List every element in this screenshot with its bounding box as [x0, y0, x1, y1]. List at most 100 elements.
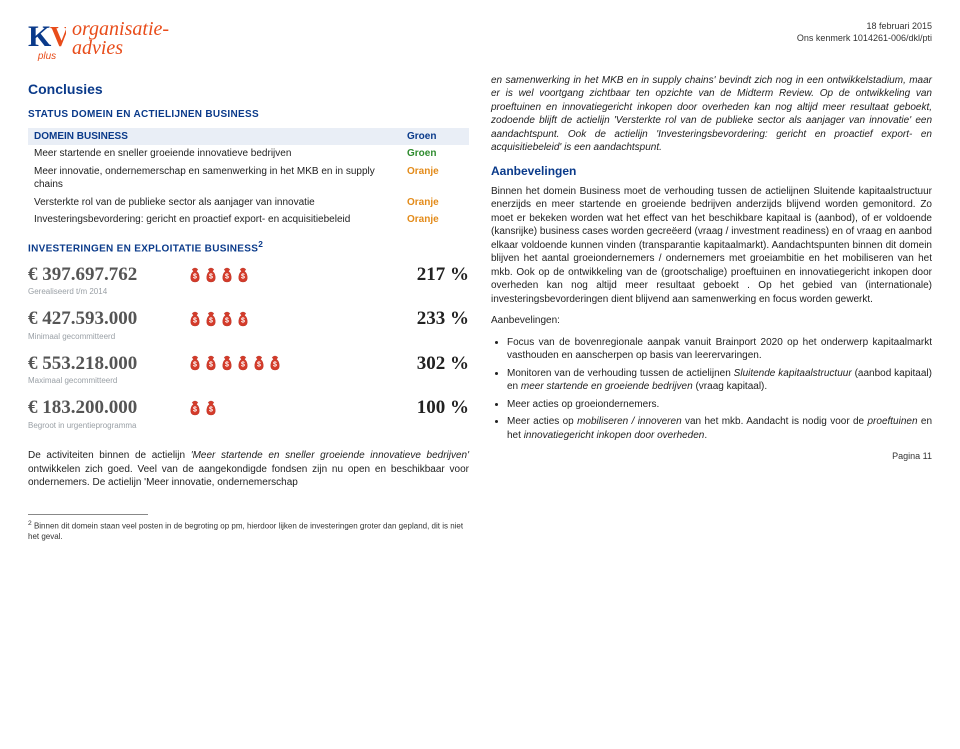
invest-row: € 183.200.000$$100 %	[28, 395, 469, 421]
invest-pct: 302 %	[409, 351, 469, 377]
conclusies-heading: Conclusies	[28, 80, 469, 99]
status-row-label: Investeringsbevordering: gericht en proa…	[28, 211, 401, 229]
money-bag-icon: $	[236, 354, 250, 372]
invest-pct: 100 %	[409, 395, 469, 421]
svg-text:K: K	[28, 20, 52, 53]
header-meta: 18 februari 2015 Ons kenmerk 1014261-006…	[797, 20, 932, 44]
invest-bags: $ $ $ $	[188, 310, 399, 328]
status-row-label: Meer innovatie, ondernemerschap en samen…	[28, 163, 401, 194]
money-bag-icon: $	[204, 399, 218, 417]
svg-text:$: $	[241, 273, 245, 280]
invest-row: € 397.697.762 $ $ $ $217 %	[28, 262, 469, 288]
svg-text:$: $	[193, 317, 197, 324]
status-row-value: Groen	[401, 145, 469, 163]
svg-text:$: $	[241, 362, 245, 369]
money-bag-icon: $	[188, 266, 202, 284]
invest-amount: € 397.697.762	[28, 262, 178, 288]
invest-caption-sup: 2	[258, 239, 263, 249]
invest-row: € 553.218.000 $ $ $ $ $ $302 %	[28, 351, 469, 377]
svg-text:$: $	[209, 317, 213, 324]
invest-amount: € 183.200.000	[28, 395, 178, 421]
invest-row: € 427.593.000 $ $ $ $233 %	[28, 306, 469, 332]
logo-plus-label: plus	[38, 50, 56, 64]
status-row: Investeringsbevordering: gericht en proa…	[28, 211, 469, 229]
logo-mark: K V plus	[28, 20, 66, 64]
money-bag-icon: $	[204, 354, 218, 372]
aanbevelingen-heading: Aanbevelingen	[491, 163, 932, 179]
logo-k-icon: K V	[28, 20, 66, 54]
left-body-para: De activiteiten binnen de actielijn 'Mee…	[28, 449, 469, 490]
invest-bags: $ $ $ $ $ $	[188, 354, 399, 372]
status-row: Meer startende en sneller groeiende inno…	[28, 145, 469, 163]
status-row-label: Versterkte rol van de publieke sector al…	[28, 194, 401, 212]
invest-pct: 233 %	[409, 306, 469, 332]
footnote-sup: 2	[28, 520, 32, 527]
invest-sublabel: Maximaal gecommitteerd	[28, 376, 469, 387]
header-bar: K V plus organisatie- advies 18 februari…	[28, 20, 932, 64]
money-bag-icon: $	[252, 354, 266, 372]
footnote-separator	[28, 514, 148, 515]
status-head-value: Groen	[401, 128, 469, 146]
header-date: 18 februari 2015	[797, 20, 932, 32]
money-bag-icon: $	[188, 399, 202, 417]
two-column-layout: Conclusies STATUS DOMEIN EN ACTIELIJNEN …	[28, 74, 932, 548]
status-table-head: DOMEIN BUSINESS Groen	[28, 128, 469, 146]
right-column: en samenwerking in het MKB en in supply …	[491, 74, 932, 548]
money-bag-icon: $	[188, 310, 202, 328]
status-row-value: Oranje	[401, 163, 469, 194]
money-bag-icon: $	[204, 310, 218, 328]
status-row-label: Meer startende en sneller groeiende inno…	[28, 145, 401, 163]
footnote: 2 Binnen dit domein staan veel posten in…	[28, 519, 469, 543]
invest-pct: 217 %	[409, 262, 469, 288]
svg-text:V: V	[50, 22, 66, 53]
logo-wordmark: organisatie- advies	[72, 20, 169, 58]
invest-block: € 397.697.762$$$$217 %Gerealiseerd t/m 2…	[28, 262, 469, 432]
svg-text:$: $	[225, 362, 229, 369]
footnote-text: Binnen dit domein staan veel posten in d…	[28, 522, 463, 542]
logo-word-2: advies	[72, 39, 169, 58]
invest-amount: € 553.218.000	[28, 351, 178, 377]
money-bag-icon: $	[268, 354, 282, 372]
header-kenmerk: Ons kenmerk 1014261-006/dkl/pti	[797, 32, 932, 44]
money-bag-icon: $	[188, 354, 202, 372]
invest-caption-text: INVESTERINGEN EN EXPLOITATIE BUSINESS	[28, 243, 258, 254]
invest-caption: INVESTERINGEN EN EXPLOITATIE BUSINESS2	[28, 239, 469, 256]
money-bag-icon: $	[220, 266, 234, 284]
svg-text:$: $	[209, 362, 213, 369]
logo: K V plus organisatie- advies	[28, 20, 169, 64]
status-row-value: Oranje	[401, 211, 469, 229]
money-bag-icon: $	[204, 266, 218, 284]
invest-amount: € 427.593.000	[28, 306, 178, 332]
status-head-label: DOMEIN BUSINESS	[28, 128, 401, 146]
invest-sublabel: Gerealiseerd t/m 2014	[28, 287, 469, 298]
aanbevelingen-item: Meer acties op mobiliseren / innoveren v…	[507, 415, 932, 442]
svg-text:$: $	[193, 362, 197, 369]
svg-text:$: $	[241, 317, 245, 324]
svg-text:$: $	[257, 362, 261, 369]
aanbevelingen-list: Focus van de bovenregionale aanpak vanui…	[507, 336, 932, 443]
invest-sublabel: Begroot in urgentieprogramma	[28, 421, 469, 432]
status-caption: STATUS DOMEIN EN ACTIELIJNEN BUSINESS	[28, 108, 469, 122]
svg-text:$: $	[193, 406, 197, 413]
left-column: Conclusies STATUS DOMEIN EN ACTIELIJNEN …	[28, 74, 469, 548]
aanbevelingen-item: Focus van de bovenregionale aanpak vanui…	[507, 336, 932, 363]
svg-text:$: $	[209, 273, 213, 280]
status-table: DOMEIN BUSINESS Groen Meer startende en …	[28, 128, 469, 229]
right-para-1: en samenwerking in het MKB en in supply …	[491, 74, 932, 155]
invest-sublabel: Minimaal gecommitteerd	[28, 332, 469, 343]
status-row: Versterkte rol van de publieke sector al…	[28, 194, 469, 212]
invest-bags: $$	[188, 399, 399, 417]
page-number: Pagina 11	[491, 450, 932, 462]
right-para-2: Binnen het domein Business moet de verho…	[491, 185, 932, 307]
money-bag-icon: $	[220, 310, 234, 328]
aanbevelingen-label: Aanbevelingen:	[491, 314, 932, 328]
svg-text:$: $	[209, 406, 213, 413]
money-bag-icon: $	[236, 266, 250, 284]
svg-text:$: $	[225, 317, 229, 324]
aanbevelingen-item: Monitoren van de verhouding tussen de ac…	[507, 367, 932, 394]
status-row-value: Oranje	[401, 194, 469, 212]
money-bag-icon: $	[220, 354, 234, 372]
status-row: Meer innovatie, ondernemerschap en samen…	[28, 163, 469, 194]
invest-bags: $ $ $ $	[188, 266, 399, 284]
money-bag-icon: $	[236, 310, 250, 328]
